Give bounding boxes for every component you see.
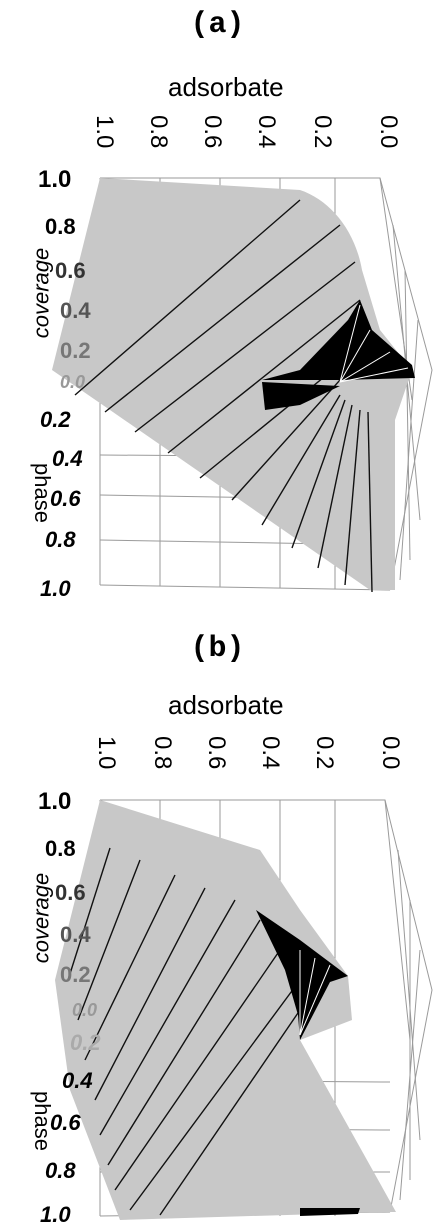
panel-b-lower-tick: 0.4 (62, 1068, 93, 1093)
panel-a-adsorbate-title: adsorbate (168, 72, 284, 102)
panel-a-surface (52, 178, 412, 590)
panel-a-left-tick: 0.8 (45, 214, 76, 239)
panel-a-lower-tick: 0.4 (52, 446, 83, 471)
panel-b-label: (b) (190, 632, 245, 666)
panel-b-lower-tick: 1.0 (40, 1202, 71, 1227)
panel-b-left-tick: 0.2 (60, 962, 91, 987)
panel-a-lower-tick: 1.0 (40, 576, 71, 601)
panel-a-lower-tick: 0.2 (40, 407, 71, 432)
panel-a-coverage-title: coverage (28, 247, 54, 339)
panel-a-left-tick: 1.0 (38, 166, 72, 193)
panel-b-surface-plot (55, 799, 433, 1220)
panel-a-left-tick: 0.6 (55, 258, 86, 283)
panel-a-left-tick: 0.4 (60, 298, 91, 323)
panel-b-coverage-title: coverage (28, 872, 54, 964)
panel-a-left-tick: 0.0 (60, 372, 86, 392)
panel-b-spike-highlights (299, 950, 331, 1036)
panel-b-left-tick: 0.0 (72, 1000, 98, 1020)
panel-b-surface (55, 800, 396, 1220)
panel-b-contour-lines (67, 847, 301, 1216)
panel-b-lower-tick: 0.6 (50, 1110, 81, 1135)
panel-b-left-tick: 0.6 (55, 880, 86, 905)
panel-a-contour-lines (74, 199, 373, 593)
panel-a-lower-tick: 0.6 (50, 486, 81, 511)
panel-a-lower-tick: 0.8 (45, 527, 76, 552)
panel-b-lower-tick: 0.8 (45, 1158, 76, 1183)
panel-a-surface-plot (52, 177, 433, 593)
panel-b-left-tick: 0.4 (60, 922, 91, 947)
panel-b-left-tick: 0.8 (45, 836, 76, 861)
panel-b-lower-tick: 0.2 (70, 1030, 101, 1055)
panel-b-spike (256, 910, 360, 1216)
panel-b-left-tick: 1.0 (38, 788, 72, 815)
panel-a-left-tick: 0.2 (60, 338, 91, 363)
panel-a-spike-highlights (339, 304, 409, 383)
panel-b-adsorbate-title: adsorbate (168, 690, 284, 720)
panel-a-label: (a) (190, 8, 245, 42)
